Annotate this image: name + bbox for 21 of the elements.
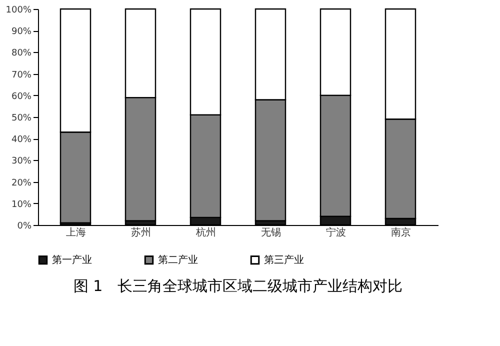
- x-tick-label: 宁波: [326, 226, 346, 238]
- y-tick-label: 90%: [11, 27, 32, 38]
- y-tick-label: 40%: [11, 135, 32, 146]
- x-tick-label: 南京: [391, 226, 411, 238]
- y-tick-label: 0%: [17, 222, 32, 232]
- x-tick-label: 上海: [66, 226, 86, 238]
- text: 图 1 长三角全球城市区域二级城市产业结构对比: [73, 277, 403, 295]
- y-tick-label: 10%: [11, 200, 32, 210]
- y-tick-label: 100%: [6, 6, 32, 16]
- legend-label: 第二产业: [158, 254, 198, 266]
- y-tick-label: 50%: [11, 114, 32, 124]
- legend-label: 第一产业: [52, 254, 92, 266]
- y-tick-label: 60%: [11, 92, 32, 102]
- legend-label: 第三产业: [264, 254, 304, 266]
- y-tick-label: 20%: [11, 178, 32, 188]
- y-tick-label: 30%: [11, 156, 32, 167]
- x-tick-label: 杭州: [195, 226, 216, 238]
- x-tick-label: 苏州: [131, 226, 151, 238]
- y-tick-label: 70%: [11, 70, 32, 80]
- y-tick-label: 80%: [11, 48, 32, 59]
- x-tick-label: 无锡: [261, 228, 281, 238]
